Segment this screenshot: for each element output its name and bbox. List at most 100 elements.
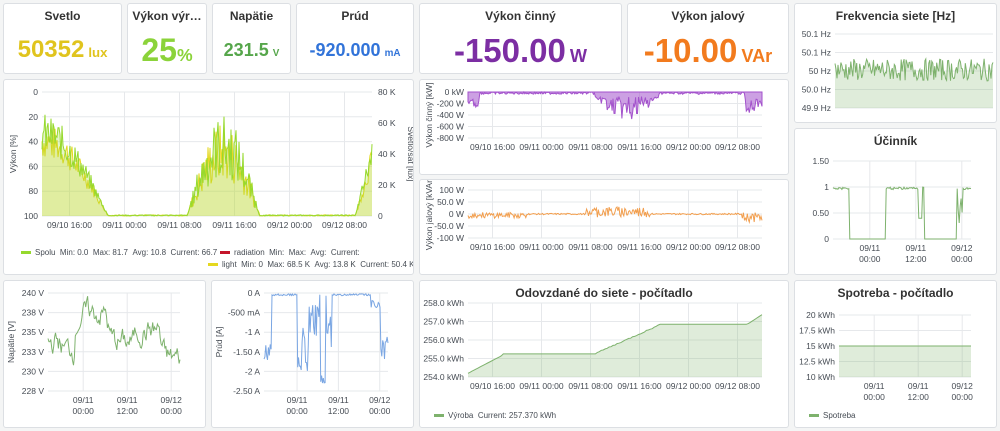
light-line-fill — [42, 125, 372, 216]
legend-spotreba[interactable]: Spotreba — [809, 411, 855, 420]
y-tick-label: -2.50 A — [233, 386, 260, 396]
frekvencia-chart: 50.1 Hz 50.1 Hz 50 Hz 50.0 Hz 49.9 Hz — [802, 29, 994, 113]
legend-radiation[interactable]: radiation Min: Max: Avg: Current: — [220, 248, 360, 257]
y-tick-label: 0.50 — [812, 208, 829, 218]
x-tick-label: 09/11 16:00 — [617, 142, 662, 152]
y-tick-label: 20 — [29, 112, 39, 122]
y-tick-label: 235 V — [22, 327, 45, 337]
y-axis-label: Výkon [%] — [8, 135, 18, 173]
legend-vyroba[interactable]: Výroba Current: 257.370 kWh — [434, 411, 556, 420]
y-tick-label: 1.50 — [812, 156, 829, 166]
y-tick-label: 10 kWh — [806, 372, 835, 382]
x-tick-label: 09/11 08:00 — [157, 220, 202, 230]
y-tick-label: 0 kW — [445, 87, 464, 97]
napatie-series — [47, 296, 181, 366]
legend-light[interactable]: light Min: 0 Max: 68.5 K Avg: 13.8 K Cur… — [208, 260, 413, 269]
stat-panel-vykon-vyr[interactable]: Výkon výr… 25% — [127, 3, 207, 74]
x-tick-label: 09/12 08:00 — [715, 381, 760, 391]
vyroba-series — [467, 314, 763, 374]
legend-swatch — [21, 251, 31, 255]
y-tick-label: -500 mA — [228, 308, 260, 318]
y-tick-label: 257.0 kWh — [423, 317, 464, 327]
stat-panel-vykon-jalovy[interactable]: Výkon jalový -10.00 VAr — [627, 3, 789, 74]
stat-panel-vykon-cinny[interactable]: Výkon činný -150.00 W — [419, 3, 622, 74]
ucinnik-series — [832, 186, 972, 240]
y-axis-label: Výkon činný [kW] — [424, 82, 434, 147]
y-tick-label: 100 — [24, 211, 38, 221]
stat-value: -150.00 W — [453, 32, 588, 69]
y-tick-label: 60 — [29, 161, 39, 171]
stat-panel-prud[interactable]: Prúd -920.000 mA — [296, 3, 414, 74]
x-tick-label: 09/11 00:00 — [519, 381, 564, 391]
x-tick-label: 09/11 — [905, 243, 926, 253]
x-tick-label: 09/11 — [908, 381, 929, 391]
x-tick-label: 09/12 08:00 — [715, 142, 760, 152]
frekvencia-panel[interactable]: Frekvencia siete [Hz] 50.1 Hz 50.1 Hz 50 H… — [794, 3, 997, 123]
legend-spolu[interactable]: Spolu Min: 0.0 Max: 81.7 Avg: 10.8 Curre… — [21, 248, 217, 257]
prud-panel[interactable]: 0 A -500 mA -1 A -1.50 A -2 A -2.50 A 09/11 00:… — [211, 280, 414, 428]
x-tick-label: 00:00 — [73, 406, 95, 416]
x-tick-label: 09/12 08:00 — [715, 242, 760, 252]
x-tick-label: 09/12 — [951, 243, 973, 253]
x-tick-label: 12:00 — [905, 254, 927, 264]
x-tick-label: 09/11 16:00 — [212, 220, 257, 230]
napatie-panel[interactable]: 240 V 238 V 235 V 233 V 230 V 228 V 09/11 00:00… — [3, 280, 206, 428]
x-tick-label: 12:00 — [908, 392, 930, 402]
vykon-jalovy-panel[interactable]: 100 W 50.0 W 0 W -50.0 W -100 W 09/10 16:00 09… — [419, 179, 789, 275]
y-tick-label: -2 A — [245, 366, 260, 376]
x-tick-label: 09/12 — [952, 381, 974, 391]
y-tick-label: 15 kWh — [806, 341, 835, 351]
frekvencia-series — [834, 57, 994, 82]
y-tick-label: 228 V — [22, 386, 45, 396]
x-tick-label: 09/10 16:00 — [470, 142, 515, 152]
y-tick-label: 255.0 kWh — [423, 354, 464, 364]
y-tick-label: 49.9 Hz — [802, 103, 831, 113]
stat-panel-svetlo[interactable]: Svetlo 50352 lux — [3, 3, 122, 74]
y-tick-label: 230 V — [22, 366, 45, 376]
vykon-jalovy-chart: 100 W 50.0 W 0 W -50.0 W -100 W 09/10 16:00 09… — [424, 180, 763, 252]
y-tick-label: 50.0 Hz — [802, 85, 831, 95]
ucinnik-panel[interactable]: Účinník 1.50 1 0.50 0 09/11 00:00 09/11 12:00 09… — [794, 128, 997, 275]
spotreba-panel[interactable]: Spotreba - počítadlo 20 kWh 17.5 kWh 15 kW… — [794, 280, 997, 428]
y-tick-label: 50.0 W — [437, 197, 464, 207]
x-tick-label: 09/11 00:00 — [102, 220, 147, 230]
stat-panel-napatie[interactable]: Napätie 231.5 V — [212, 3, 291, 74]
x-tick-label: 09/11 00:00 — [519, 242, 564, 252]
prud-series — [263, 293, 389, 384]
x-tick-label: 12:00 — [117, 406, 139, 416]
x-tick-label: 09/11 16:00 — [617, 381, 662, 391]
x-tick-label: 09/12 08:00 — [322, 220, 367, 230]
x-tick-label: 09/11 — [73, 395, 94, 405]
x-tick-label: 09/12 — [369, 395, 391, 405]
x-tick-label: 00:00 — [161, 406, 183, 416]
x-tick-label: 00:00 — [369, 406, 391, 416]
x-tick-label: 09/11 — [864, 381, 885, 391]
spotreba-series-fill — [839, 346, 971, 377]
power-light-chart: 0 20 40 60 80 100 09/10 16:00 09/11 00:00 09/11 … — [8, 87, 413, 230]
y-tick-label: -800 W — [437, 133, 464, 143]
y-tick-label: -1.50 A — [233, 347, 260, 357]
odovzdane-panel[interactable]: Odovzdané do siete - počítadlo 258.0 kWh… — [419, 280, 789, 428]
vykon-cinny-panel[interactable]: 0 kW -200 W -400 W -600 W -800 W 09/10 16:00 0… — [419, 79, 789, 175]
y-tick-label: 254.0 kWh — [423, 372, 464, 382]
x-tick-label: 09/11 — [328, 395, 349, 405]
x-tick-label: 09/12 00:00 — [666, 242, 711, 252]
panel-title: Výkon činný — [485, 9, 556, 23]
x-tick-label: 09/11 08:00 — [568, 142, 613, 152]
power-light-panel[interactable]: 0 20 40 60 80 100 09/10 16:00 09/11 00:00 09/11 … — [3, 79, 414, 275]
prud-chart: 0 A-500 mA-1 A-1.50 A-2 A-2.50 A09/1100:… — [214, 288, 391, 416]
y2-tick-label: 40 K — [378, 149, 396, 159]
stat-value: 25% — [141, 32, 193, 68]
x-tick-label: 00:00 — [859, 254, 881, 264]
odovzdane-chart: 258.0 kWh 257.0 kWh 256.0 kWh 255.0 kWh 254.… — [423, 298, 763, 391]
panel-title: Výkon výr… — [132, 9, 202, 23]
y2-tick-label: 20 K — [378, 180, 396, 190]
y-tick-label: 80 — [29, 186, 39, 196]
x-tick-label: 09/12 00:00 — [666, 142, 711, 152]
y2-tick-label: 60 K — [378, 118, 396, 128]
y-tick-label: -200 W — [437, 99, 464, 109]
vyroba-series-fill — [468, 314, 762, 377]
y-tick-label: 238 V — [22, 308, 45, 318]
